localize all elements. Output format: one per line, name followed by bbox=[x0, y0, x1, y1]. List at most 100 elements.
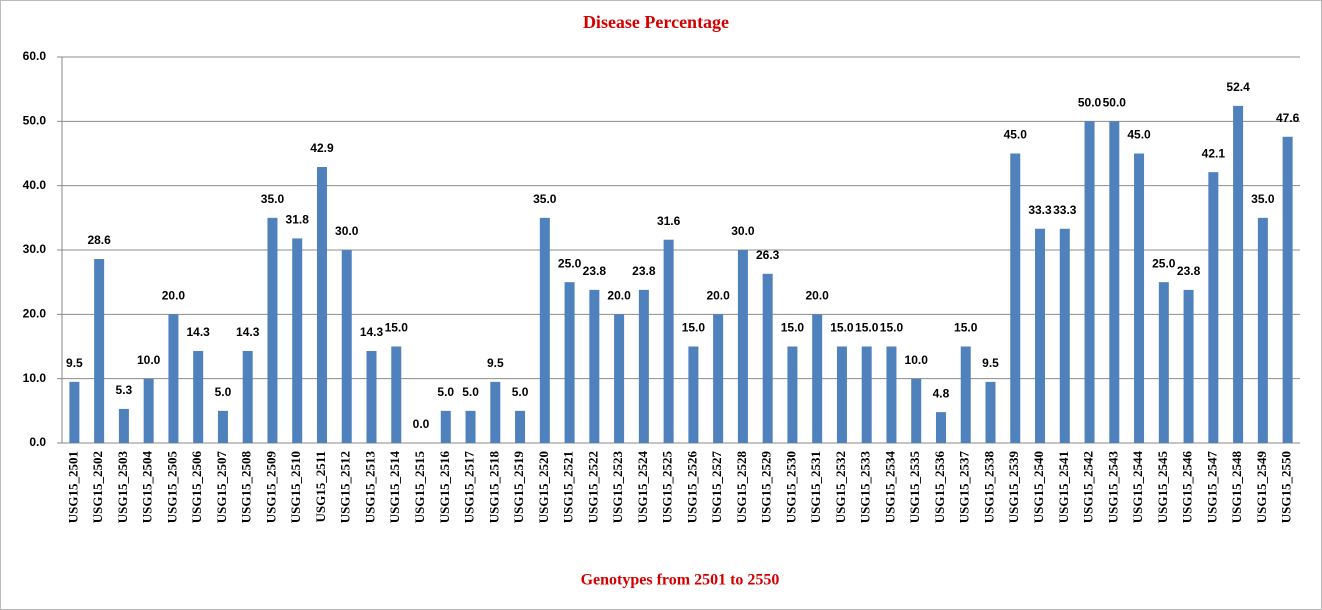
value-label: 50.0 bbox=[1103, 96, 1127, 110]
y-tick-label: 60.0 bbox=[23, 49, 47, 63]
value-label: 14.3 bbox=[187, 325, 211, 339]
bar bbox=[737, 250, 748, 443]
bar bbox=[1010, 153, 1021, 443]
x-tick-label: USG15_2512 bbox=[338, 451, 353, 523]
bar bbox=[69, 381, 80, 443]
bar bbox=[688, 346, 699, 443]
value-label: 5.0 bbox=[215, 385, 232, 399]
x-tick-label: USG15_2531 bbox=[808, 451, 823, 523]
value-label: 28.6 bbox=[87, 233, 111, 247]
bar bbox=[638, 289, 649, 443]
bar bbox=[118, 408, 129, 443]
y-tick-label: 50.0 bbox=[23, 114, 47, 128]
x-tick-label: USG15_2545 bbox=[1155, 451, 1170, 524]
x-tick-label: USG15_2537 bbox=[957, 451, 972, 524]
value-label: 42.1 bbox=[1202, 146, 1226, 160]
bar bbox=[539, 217, 550, 443]
y-tick-label: 10.0 bbox=[23, 371, 47, 385]
x-tick-label: USG15_2511 bbox=[313, 451, 328, 523]
x-tick-label: USG15_2533 bbox=[858, 451, 873, 524]
x-tick-label: USG15_2507 bbox=[214, 451, 229, 524]
value-label: 9.5 bbox=[66, 356, 83, 370]
value-label: 10.0 bbox=[905, 353, 929, 367]
value-label: 30.0 bbox=[335, 224, 359, 238]
bar bbox=[440, 410, 451, 443]
x-tick-label: USG15_2546 bbox=[1180, 451, 1195, 524]
value-label: 20.0 bbox=[806, 289, 830, 303]
value-label: 15.0 bbox=[781, 321, 805, 335]
bar bbox=[341, 250, 352, 443]
y-tick-label: 0.0 bbox=[29, 435, 46, 449]
value-label: 31.6 bbox=[657, 214, 681, 228]
value-label: 9.5 bbox=[982, 356, 999, 370]
x-tick-label: USG15_2550 bbox=[1279, 451, 1294, 523]
value-label: 42.9 bbox=[310, 141, 334, 155]
x-tick-label: USG15_2501 bbox=[65, 451, 80, 523]
bar bbox=[614, 314, 625, 443]
x-tick-label: USG15_2543 bbox=[1105, 451, 1120, 524]
value-label: 5.0 bbox=[512, 385, 529, 399]
bar bbox=[465, 410, 476, 443]
bar bbox=[515, 410, 526, 443]
x-tick-label: USG15_2526 bbox=[684, 451, 699, 524]
value-label: 15.0 bbox=[385, 321, 409, 335]
value-label: 31.8 bbox=[286, 213, 310, 227]
value-label: 15.0 bbox=[855, 321, 879, 335]
x-tick-label: USG15_2523 bbox=[610, 451, 625, 524]
value-label: 45.0 bbox=[1127, 128, 1151, 142]
x-tick-label: USG15_2528 bbox=[734, 451, 749, 524]
bar bbox=[1134, 153, 1145, 443]
bar bbox=[812, 314, 823, 443]
bar bbox=[564, 282, 575, 443]
bar bbox=[589, 289, 600, 443]
x-tick-label: USG15_2506 bbox=[189, 451, 204, 524]
x-tick-label: USG15_2542 bbox=[1081, 451, 1096, 523]
x-tick-label: USG15_2521 bbox=[561, 451, 576, 523]
x-tick-label: USG15_2515 bbox=[412, 451, 427, 524]
x-tick-label: USG15_2547 bbox=[1204, 451, 1219, 524]
bar bbox=[1233, 105, 1244, 443]
value-label: 14.3 bbox=[360, 325, 384, 339]
chart-title: Disease Percentage bbox=[583, 12, 729, 32]
bar bbox=[217, 410, 228, 443]
bar bbox=[1208, 172, 1219, 443]
x-tick-label: USG15_2541 bbox=[1056, 451, 1071, 523]
bar bbox=[762, 273, 773, 443]
x-tick-label: USG15_2527 bbox=[709, 451, 724, 524]
bar bbox=[1183, 289, 1194, 443]
value-label: 14.3 bbox=[236, 325, 260, 339]
x-tick-label: USG15_2532 bbox=[833, 451, 848, 523]
value-label: 20.0 bbox=[607, 289, 631, 303]
value-label: 50.0 bbox=[1078, 96, 1102, 110]
value-label: 25.0 bbox=[1152, 256, 1176, 270]
bar bbox=[1282, 136, 1293, 444]
value-label: 15.0 bbox=[830, 321, 854, 335]
value-label: 5.0 bbox=[437, 385, 454, 399]
x-tick-label: USG15_2548 bbox=[1229, 451, 1244, 524]
x-tick-label: USG15_2509 bbox=[263, 451, 278, 524]
bar bbox=[911, 378, 922, 443]
value-label: 5.3 bbox=[116, 383, 133, 397]
value-label: 35.0 bbox=[261, 192, 285, 206]
bar bbox=[713, 314, 724, 443]
x-tick-label: USG15_2549 bbox=[1254, 451, 1269, 524]
bar bbox=[663, 239, 674, 443]
value-label: 0.0 bbox=[413, 417, 430, 431]
bar bbox=[861, 346, 872, 443]
bar bbox=[886, 346, 897, 443]
x-tick-label: USG15_2513 bbox=[362, 451, 377, 524]
x-tick-label: USG15_2505 bbox=[164, 451, 179, 524]
x-tick-label: USG15_2525 bbox=[660, 451, 675, 524]
x-tick-label: USG15_2535 bbox=[907, 451, 922, 524]
x-tick-label: USG15_2524 bbox=[635, 451, 650, 524]
y-tick-label: 40.0 bbox=[23, 178, 47, 192]
bar bbox=[242, 351, 253, 443]
value-label: 26.3 bbox=[756, 248, 780, 262]
x-tick-label: USG15_2538 bbox=[981, 451, 996, 524]
bar bbox=[1035, 228, 1046, 443]
bar bbox=[1109, 121, 1120, 443]
x-tick-label: USG15_2530 bbox=[783, 451, 798, 523]
bar bbox=[267, 217, 278, 443]
x-tick-label: USG15_2517 bbox=[462, 451, 477, 524]
